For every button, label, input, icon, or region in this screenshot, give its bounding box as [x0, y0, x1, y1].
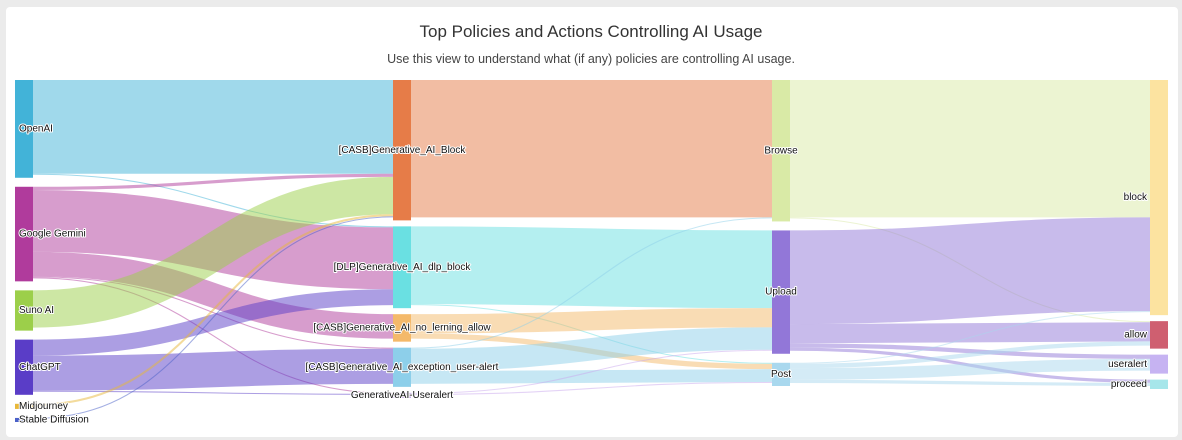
sankey-node-label-gemini: Google Gemini [19, 229, 86, 240]
sankey-node-label-useralert: useralert [1108, 359, 1147, 370]
sankey-link-upload-to-useralert[interactable] [789, 343, 1151, 359]
sankey-node-label-midjourney: Midjourney [19, 401, 68, 412]
sankey-node-stable[interactable] [15, 417, 33, 422]
sankey-link-suno-to-casb_block[interactable] [32, 176, 394, 328]
sankey-node-label-chatgpt: ChatGPT [19, 362, 61, 373]
sankey-link-exception-to-browse[interactable] [410, 217, 773, 349]
sankey-node-useralert[interactable] [1150, 354, 1168, 374]
sankey-node-no_learning[interactable] [393, 314, 411, 342]
sankey-node-post[interactable] [772, 362, 790, 386]
sankey-node-dlp_block[interactable] [393, 226, 411, 309]
sankey-link-gemini-to-no_learning[interactable] [32, 251, 394, 339]
sankey-node-label-allow: allow [1124, 330, 1148, 341]
sankey-node-block[interactable] [1150, 80, 1168, 316]
sankey-link-upload-to-allow[interactable] [789, 322, 1151, 344]
sankey-node-label-block: block [1124, 192, 1148, 203]
sankey-link-post-to-allow[interactable] [789, 341, 1151, 369]
chart-subtitle: Use this view to understand what (if any… [387, 52, 795, 66]
sankey-link-post-to-block[interactable] [789, 311, 1151, 364]
sankey-link-useralert_policy-to-upload[interactable] [410, 349, 773, 394]
sankey-node-upload[interactable] [772, 230, 790, 354]
sankey-nodes [15, 80, 1168, 422]
sankey-link-post-to-proceed[interactable] [789, 379, 1151, 387]
sankey-link-gemini-to-useralert_policy[interactable] [32, 277, 394, 394]
sankey-node-allow[interactable] [1150, 321, 1168, 349]
sankey-node-label-stable: Stable Diffusion [19, 415, 89, 426]
chart-title: Top Policies and Actions Controlling AI … [419, 22, 763, 41]
sankey-node-label-exception: [CASB]Generative_AI_exception_user-alert [306, 362, 499, 373]
sankey-node-exception[interactable] [393, 347, 411, 387]
sankey-link-chatgpt-to-dlp_block[interactable] [32, 289, 394, 356]
sankey-node-label-useralert_policy: GenerativeAI-Useralert [351, 390, 453, 401]
sankey-node-useralert_policy[interactable] [393, 392, 411, 398]
sankey-link-gemini-to-casb_block[interactable] [32, 173, 394, 190]
sankey-node-label-casb_block: [CASB]Generative_AI_Block [339, 145, 467, 156]
sankey-node-label-suno: Suno AI [19, 305, 54, 316]
sankey-link-gemini-to-exception[interactable] [32, 276, 394, 349]
sankey-link-post-to-useralert[interactable] [789, 358, 1151, 380]
sankey-link-dlp_block-to-post[interactable] [410, 304, 773, 364]
sankey-link-stable-to-casb_block[interactable] [32, 216, 394, 420]
sankey-node-label-no_learning: [CASB]Generative_AI_no_lerning_allow [313, 323, 491, 334]
sankey-node-label-browse: Browse [764, 145, 798, 156]
sankey-node-browse[interactable] [772, 80, 790, 222]
sankey-node-label-openai: OpenAI [19, 124, 53, 135]
sankey-node-label-dlp_block: [DLP]Generative_AI_dlp_block [334, 262, 472, 273]
sankey-link-useralert_policy-to-post[interactable] [410, 381, 773, 396]
sankey-node-gemini[interactable] [15, 186, 33, 282]
sankey-link-upload-to-block[interactable] [789, 217, 1151, 325]
sankey-node-midjourney[interactable] [15, 403, 33, 409]
sankey-node-openai[interactable] [15, 80, 33, 178]
sankey-link-no_learning-to-upload[interactable] [410, 308, 773, 334]
sankey-node-suno[interactable] [15, 290, 33, 331]
sankey-link-midjourney-to-casb_block[interactable] [32, 214, 394, 406]
sankey-node-label-upload: Upload [765, 287, 797, 298]
sankey-link-chatgpt-to-exception[interactable] [32, 348, 394, 391]
sankey-link-exception-to-post[interactable] [410, 369, 773, 384]
sankey-labels: OpenAI Google Gemini Suno AI ChatGPT Midjour… [18, 123, 1149, 427]
sankey-node-casb_block[interactable] [393, 80, 411, 221]
sankey-link-exception-to-upload[interactable] [410, 327, 773, 372]
sankey-link-chatgpt-to-useralert_policy[interactable] [32, 390, 394, 396]
sankey-node-chatgpt[interactable] [15, 339, 33, 395]
sankey-node-proceed[interactable] [1150, 379, 1168, 389]
sankey-links [32, 79, 1151, 420]
sankey-node-label-proceed: proceed [1111, 379, 1147, 390]
sankey-node-label-post: Post [771, 369, 791, 380]
sankey-link-dlp_block-to-upload[interactable] [410, 226, 773, 309]
